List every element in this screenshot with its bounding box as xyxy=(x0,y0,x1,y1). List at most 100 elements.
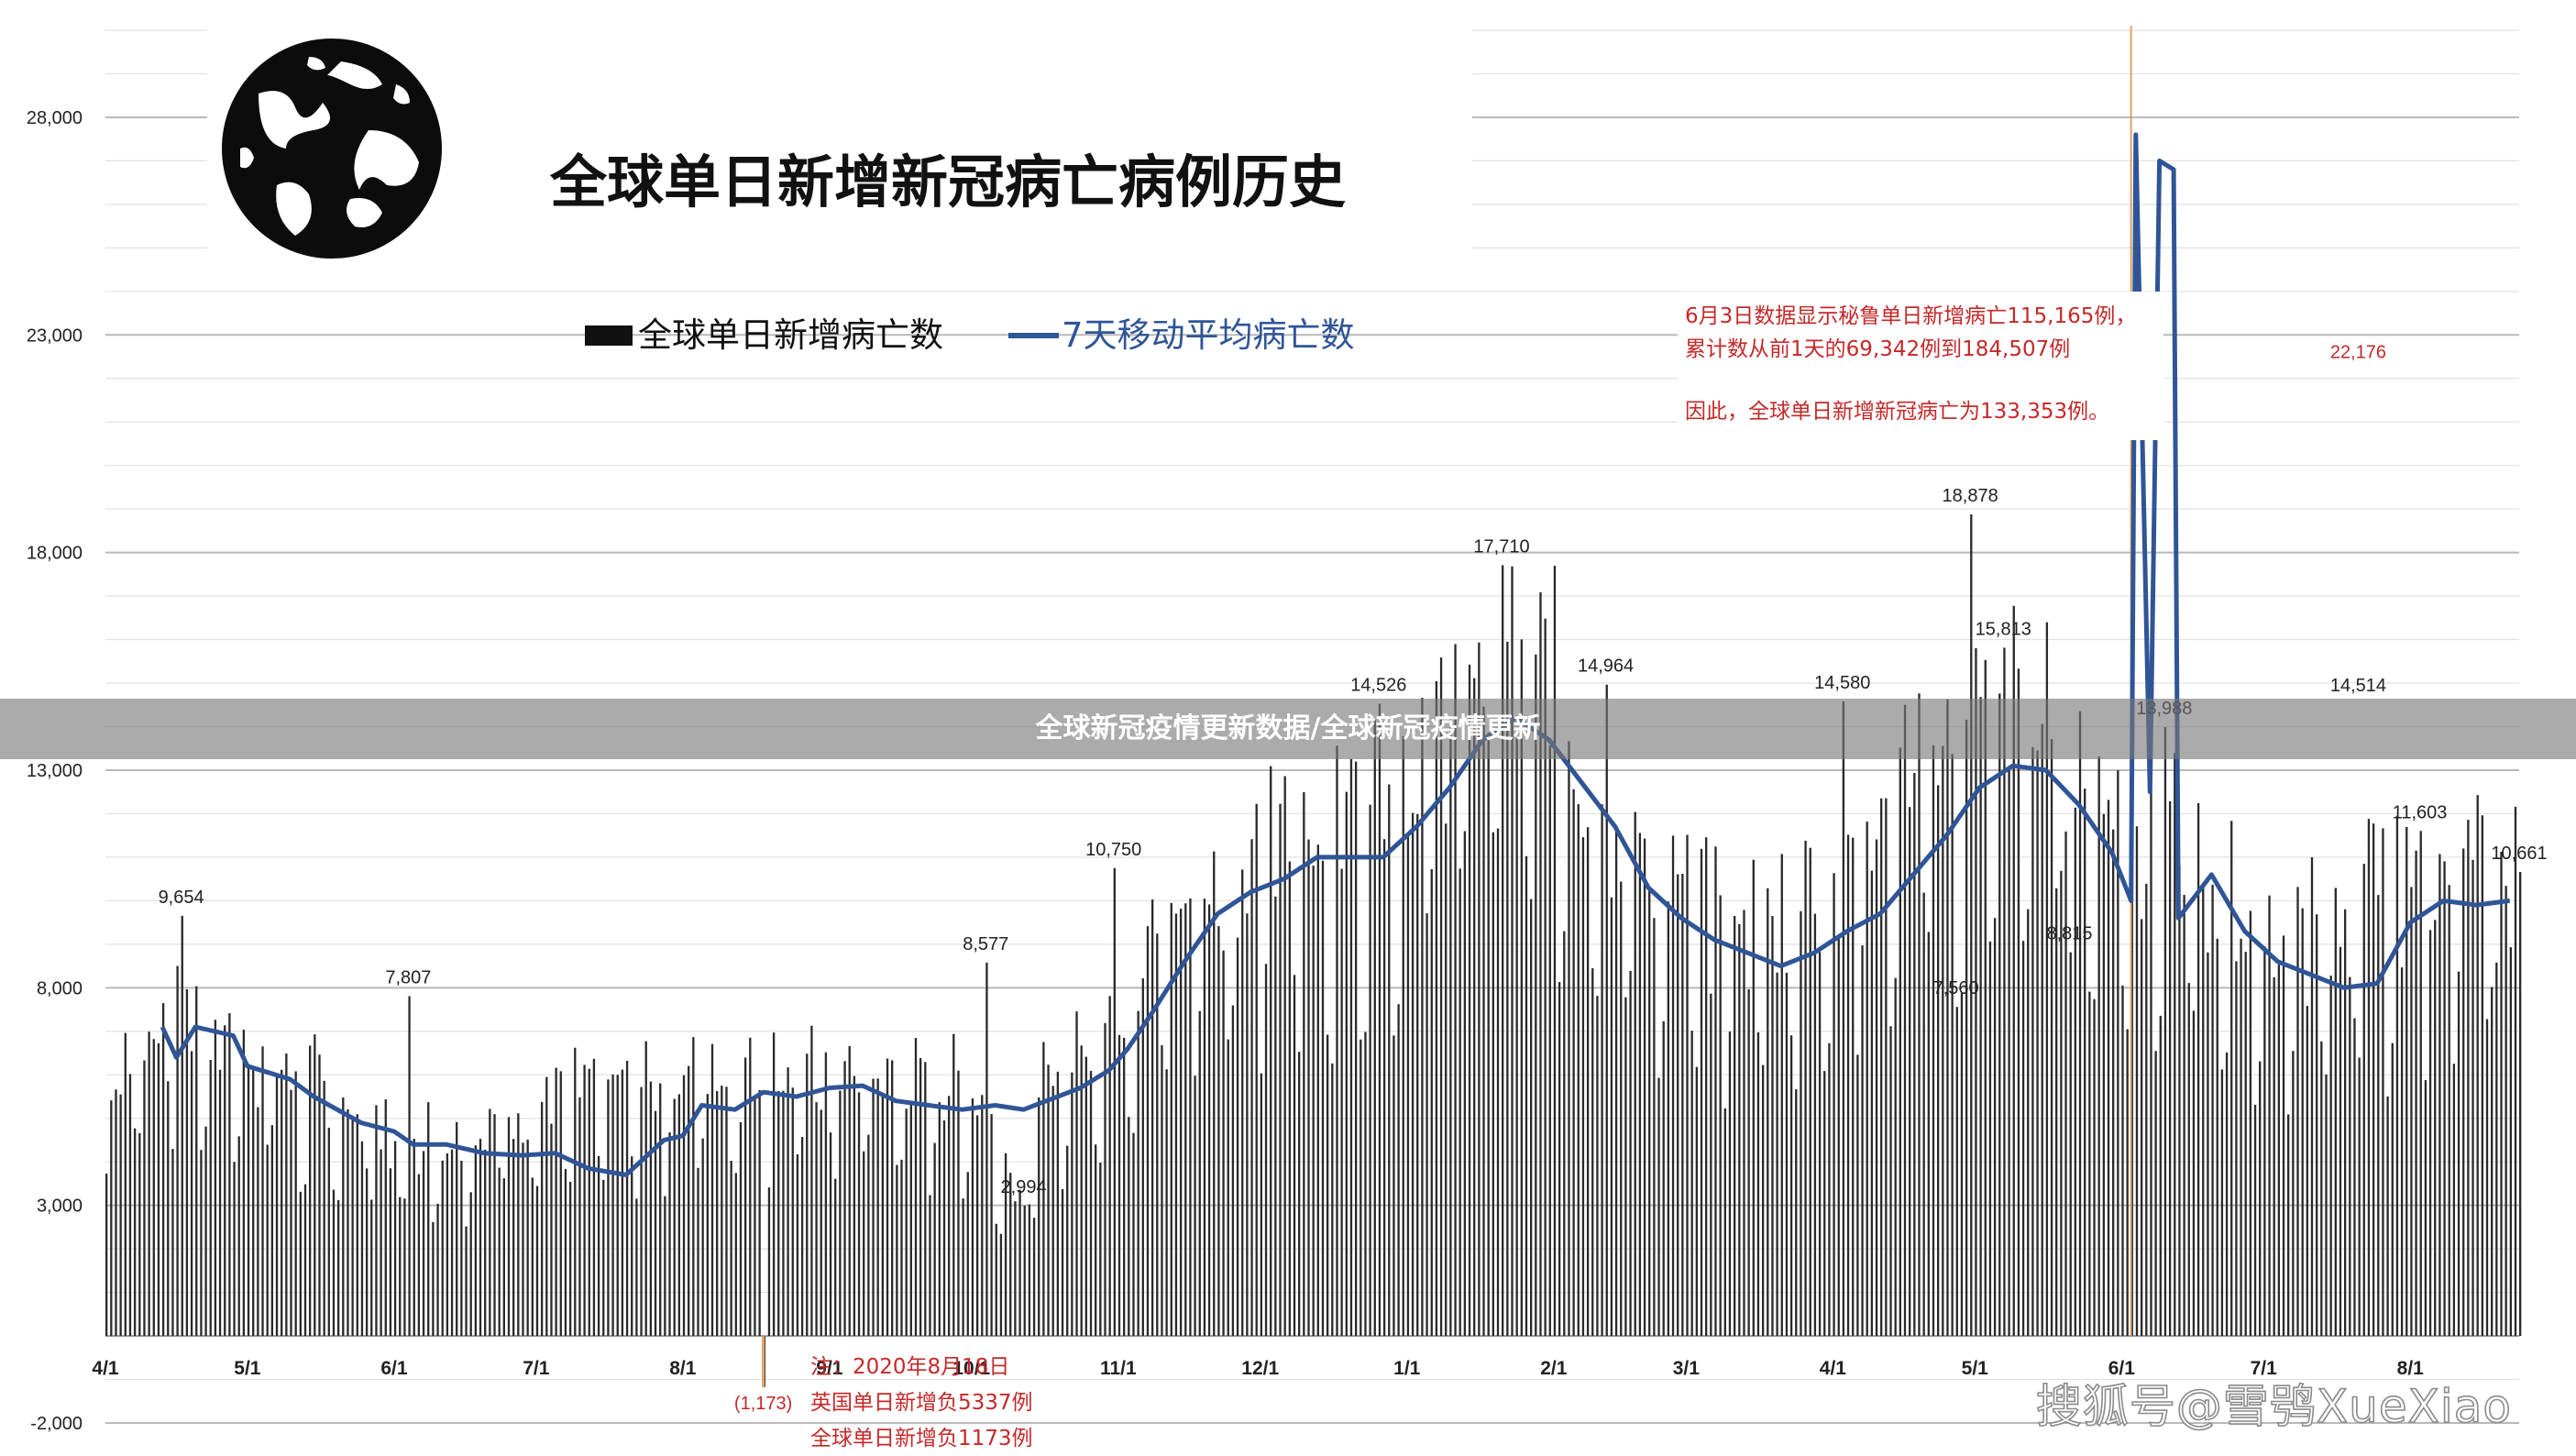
uk-note-line-3: 全球单日新增负1173例 xyxy=(810,1427,1033,1450)
daily-bar xyxy=(105,1174,108,1337)
daily-bar xyxy=(2395,815,2399,1337)
daily-bar xyxy=(2405,826,2408,1337)
daily-bar xyxy=(1913,772,1916,1337)
daily-bar xyxy=(1596,996,1599,1337)
x-tick-label: 5/1 xyxy=(1962,1358,1989,1379)
daily-bar xyxy=(1084,1056,1088,1337)
peru-note: 6月3日数据显示秘鲁单日新增病亡115,165例， 累计数从前1天的69,342… xyxy=(1685,304,2136,424)
daily-bar xyxy=(1364,1031,1367,1337)
daily-bar xyxy=(2249,910,2252,1337)
daily-bar xyxy=(1936,785,1940,1337)
daily-bar xyxy=(1113,867,1116,1337)
x-tick-label: 6/1 xyxy=(2108,1358,2136,1379)
daily-bar xyxy=(2021,941,2025,1337)
daily-bar xyxy=(318,1054,321,1337)
daily-bar xyxy=(1946,699,1949,1337)
x-tick-label: 2/1 xyxy=(1540,1358,1568,1379)
daily-bar xyxy=(2259,1061,2262,1337)
daily-bar xyxy=(1809,847,1811,1337)
daily-bar xyxy=(985,962,988,1337)
daily-bar xyxy=(2235,961,2238,1337)
daily-bar xyxy=(1520,639,1523,1337)
y-tick-label: 8,000 xyxy=(37,978,83,998)
daily-bar xyxy=(2045,622,2049,1337)
daily-bar xyxy=(1932,745,1935,1337)
caption-band xyxy=(0,699,2576,759)
daily-bar xyxy=(1535,654,1537,1337)
daily-bar xyxy=(1837,936,1840,1337)
daily-bar xyxy=(436,1203,439,1337)
daily-bar xyxy=(1852,837,1855,1337)
daily-bar xyxy=(857,1092,861,1337)
y-tick-label: -2,000 xyxy=(30,1414,83,1434)
daily-bar xyxy=(1349,758,1353,1337)
daily-bar xyxy=(2211,884,2214,1337)
daily-bar xyxy=(2448,885,2450,1337)
daily-bar xyxy=(2055,888,2058,1337)
daily-bar xyxy=(640,1086,643,1337)
daily-bar xyxy=(1312,866,1315,1337)
daily-bar xyxy=(1677,874,1679,1337)
daily-bar xyxy=(1572,789,1575,1337)
data-label: 10,750 xyxy=(1085,840,1141,860)
daily-bar xyxy=(413,1138,415,1337)
daily-bar xyxy=(848,1045,851,1337)
daily-bar xyxy=(2117,770,2119,1337)
daily-bar xyxy=(200,1150,203,1337)
daily-bar xyxy=(2220,1069,2224,1337)
daily-bar xyxy=(1846,834,1850,1337)
daily-bar xyxy=(1870,870,1874,1337)
daily-bar xyxy=(1710,993,1712,1337)
daily-bar xyxy=(1629,970,1632,1337)
daily-bar xyxy=(2107,800,2110,1337)
daily-bar xyxy=(1577,804,1580,1337)
daily-bar xyxy=(2481,815,2484,1337)
daily-bar xyxy=(677,1094,681,1337)
daily-bar xyxy=(2467,820,2470,1337)
daily-bar xyxy=(1459,868,1461,1337)
daily-bar xyxy=(957,1070,960,1337)
daily-bar xyxy=(247,1064,250,1337)
daily-bar xyxy=(1369,804,1371,1337)
daily-bar xyxy=(559,1071,562,1337)
daily-bar xyxy=(1075,1011,1078,1337)
daily-bar xyxy=(152,1039,155,1337)
daily-bar xyxy=(853,1075,856,1337)
daily-bar xyxy=(734,1173,737,1337)
daily-bar xyxy=(1089,1070,1093,1337)
daily-bar xyxy=(1042,1042,1045,1337)
daily-bar xyxy=(1439,657,1443,1337)
daily-bar xyxy=(2069,952,2072,1337)
daily-bar xyxy=(1061,1188,1064,1337)
daily-bar xyxy=(1222,950,1225,1337)
daily-bar xyxy=(843,1061,846,1337)
daily-bar xyxy=(966,1172,969,1337)
daily-bar xyxy=(1241,869,1244,1337)
daily-bar xyxy=(2358,1057,2361,1337)
data-label: 14,526 xyxy=(1350,676,1406,696)
daily-bar xyxy=(2415,850,2417,1337)
x-tick-label: 8/1 xyxy=(2397,1358,2425,1379)
daily-bar xyxy=(124,1032,127,1337)
daily-bar xyxy=(664,1196,666,1337)
daily-bar xyxy=(161,1003,165,1337)
daily-bar xyxy=(749,1037,752,1337)
daily-bar xyxy=(2263,946,2266,1337)
daily-bar xyxy=(1435,680,1438,1337)
daily-bar xyxy=(1880,798,1883,1337)
data-label: 8,577 xyxy=(963,934,1008,954)
daily-bar xyxy=(2438,854,2441,1337)
daily-bar xyxy=(218,1069,222,1337)
daily-bar xyxy=(1553,566,1557,1337)
daily-bar xyxy=(706,1094,709,1337)
daily-bar xyxy=(1213,851,1216,1337)
daily-bar xyxy=(427,1102,430,1337)
daily-bar xyxy=(1529,899,1533,1337)
daily-bar xyxy=(1591,968,1594,1337)
daily-bar xyxy=(545,1076,548,1337)
daily-bar xyxy=(1875,839,1878,1337)
peru-note-line-1: 6月3日数据显示秘鲁单日新增病亡115,165例， xyxy=(1685,304,2136,328)
daily-bar xyxy=(1473,678,1476,1337)
daily-bar xyxy=(133,1128,137,1337)
